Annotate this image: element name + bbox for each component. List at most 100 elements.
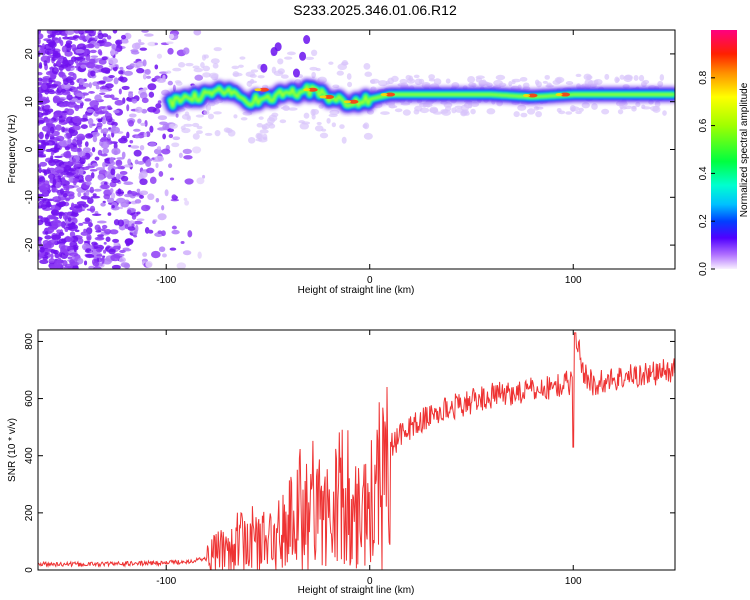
noise-blob	[39, 247, 45, 253]
ridge-hotspot	[348, 99, 359, 104]
noise-blob	[187, 230, 193, 238]
halo-blob	[623, 105, 633, 110]
noise-blob	[155, 103, 162, 109]
ridge-hotspot-halo	[319, 95, 327, 99]
halo-blob	[364, 71, 373, 77]
noise-blob	[72, 73, 77, 81]
halo-blob	[347, 81, 353, 88]
halo-blob	[429, 106, 439, 114]
noise-blob	[128, 113, 137, 118]
noise-blob	[56, 59, 62, 67]
halo-blob	[635, 101, 641, 108]
halo-blob	[460, 110, 468, 116]
halo-blob	[413, 74, 420, 79]
noise-blob	[82, 221, 92, 224]
noise-blob	[41, 141, 47, 149]
noise-blob	[104, 69, 111, 74]
halo-blob	[542, 80, 548, 84]
noise-blob	[144, 68, 151, 75]
noise-blob	[93, 104, 99, 110]
noise-blob	[139, 47, 148, 51]
noise-blob	[47, 225, 58, 229]
noise-blob	[145, 75, 152, 79]
noise-blob	[157, 100, 162, 105]
noise-blob	[101, 56, 108, 61]
noise-blob	[121, 151, 126, 159]
noise-blob	[54, 143, 58, 149]
snr-panel: -100 0 100 0 200 400 600 800 Height of straigh…	[7, 329, 676, 596]
noise-blob	[157, 213, 167, 221]
noise-blob	[39, 161, 48, 167]
halo-blob	[195, 114, 205, 118]
noise-blob	[166, 41, 174, 45]
y-tick-label: 0	[24, 567, 35, 573]
ridge-hotspot-halo	[523, 93, 531, 97]
halo-blob	[619, 104, 624, 110]
noise-blob	[146, 167, 155, 174]
halo-blob	[213, 47, 222, 52]
noise-blob	[120, 175, 129, 182]
noise-blob	[98, 80, 106, 84]
noise-blob	[77, 191, 82, 198]
noise-blob	[119, 249, 126, 253]
noise-blob	[75, 48, 85, 54]
noise-blob	[117, 188, 122, 195]
ridge-hotspot	[560, 92, 571, 97]
noise-blob	[123, 70, 133, 76]
noise-blob	[90, 55, 99, 59]
halo-blob	[175, 81, 183, 86]
halo-blob	[328, 113, 338, 118]
halo-blob	[208, 72, 219, 79]
halo-blob	[172, 67, 182, 72]
noise-blob	[96, 220, 107, 224]
noise-blob	[38, 145, 43, 149]
halo-blob	[326, 117, 331, 124]
halo-blob	[258, 137, 268, 143]
halo-blob	[314, 125, 324, 132]
noise-blob	[72, 35, 80, 39]
noise-blob	[77, 257, 84, 265]
noise-blob	[111, 264, 121, 269]
halo-blob	[418, 78, 425, 85]
halo-blob	[247, 80, 258, 84]
halo-blob	[202, 65, 211, 72]
noise-blob	[58, 243, 66, 250]
noise-blob	[47, 84, 58, 89]
halo-blob	[470, 108, 476, 115]
noise-blob	[87, 118, 94, 126]
noise-blob	[113, 142, 118, 150]
noise-blob	[111, 147, 121, 155]
noise-blob	[69, 252, 79, 257]
noise-blob	[89, 124, 93, 128]
snr-series-line	[38, 332, 675, 570]
noise-blob	[100, 184, 110, 190]
noise-blob	[137, 42, 145, 46]
noise-blob	[119, 170, 128, 176]
noise-blob	[85, 248, 92, 252]
halo-blob	[317, 76, 327, 84]
halo-blob	[183, 123, 193, 127]
colorbar: 0.0 0.2 0.4 0.6 0.8 Normalized spectral ampl…	[698, 30, 750, 276]
halo-blob	[445, 78, 451, 84]
y-tick-label: -10	[24, 190, 35, 205]
noise-blob	[102, 147, 110, 154]
noise-blob	[62, 260, 68, 267]
noise-blob	[110, 254, 120, 262]
noise-blob	[80, 64, 87, 69]
noise-blob	[97, 173, 105, 181]
halo-blob	[440, 109, 449, 114]
noise-blob	[52, 50, 59, 57]
noise-blob	[55, 135, 65, 142]
noise-blob	[134, 199, 142, 204]
noise-blob	[123, 164, 134, 168]
noise-blob	[102, 161, 107, 168]
noise-blob	[131, 214, 137, 220]
noise-blob	[74, 229, 80, 233]
noise-blob	[110, 168, 116, 176]
noise-blob	[76, 86, 87, 90]
noise-blob	[49, 126, 55, 134]
noise-blob	[40, 55, 51, 63]
noise-blob	[136, 61, 145, 67]
noise-blob	[80, 195, 90, 200]
noise-blob	[72, 264, 79, 269]
